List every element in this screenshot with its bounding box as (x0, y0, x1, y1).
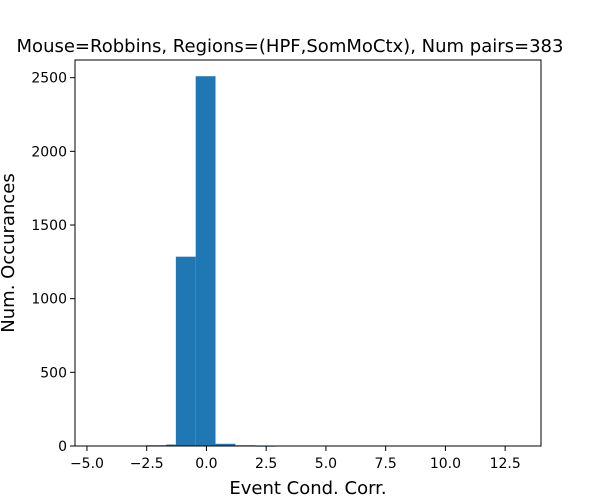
x-tick-label-0: −5.0 (70, 456, 104, 472)
y-tick-label-4: 2000 (31, 144, 67, 160)
y-tick-label-1: 500 (40, 365, 67, 381)
plot-frame (74, 59, 542, 447)
histogram-bar-7 (215, 443, 236, 446)
x-tick-label-3: 2.5 (255, 456, 277, 472)
y-tick-label-5: 2500 (31, 71, 67, 87)
y-axis-ticks: 0 500 1000 1500 2000 2500 (31, 71, 75, 455)
x-axis-ticks: −5.0 −2.5 0.0 2.5 5.0 7.5 10.0 12.5 (70, 446, 521, 472)
histogram-bar-6 (195, 76, 216, 447)
y-axis-label: Num. Occurances (0, 173, 19, 332)
x-tick-label-1: −2.5 (130, 456, 164, 472)
x-tick-label-4: 5.0 (315, 456, 337, 472)
y-tick-label-0: 0 (58, 439, 67, 455)
x-axis-label: Event Cond. Corr. (229, 478, 386, 499)
bars-group (126, 76, 276, 447)
y-tick-label-3: 1500 (31, 218, 67, 234)
y-tick-label-2: 1000 (31, 292, 67, 308)
chart-title: Mouse=Robbins, Regions=(HPF,SomMoCtx), N… (17, 36, 564, 57)
histogram-bar-4 (166, 444, 176, 446)
x-tick-label-6: 10.0 (430, 456, 461, 472)
x-tick-label-2: 0.0 (195, 456, 217, 472)
histogram-bar-5 (175, 256, 196, 446)
x-tick-label-7: 12.5 (490, 456, 521, 472)
x-tick-label-5: 7.5 (375, 456, 397, 472)
